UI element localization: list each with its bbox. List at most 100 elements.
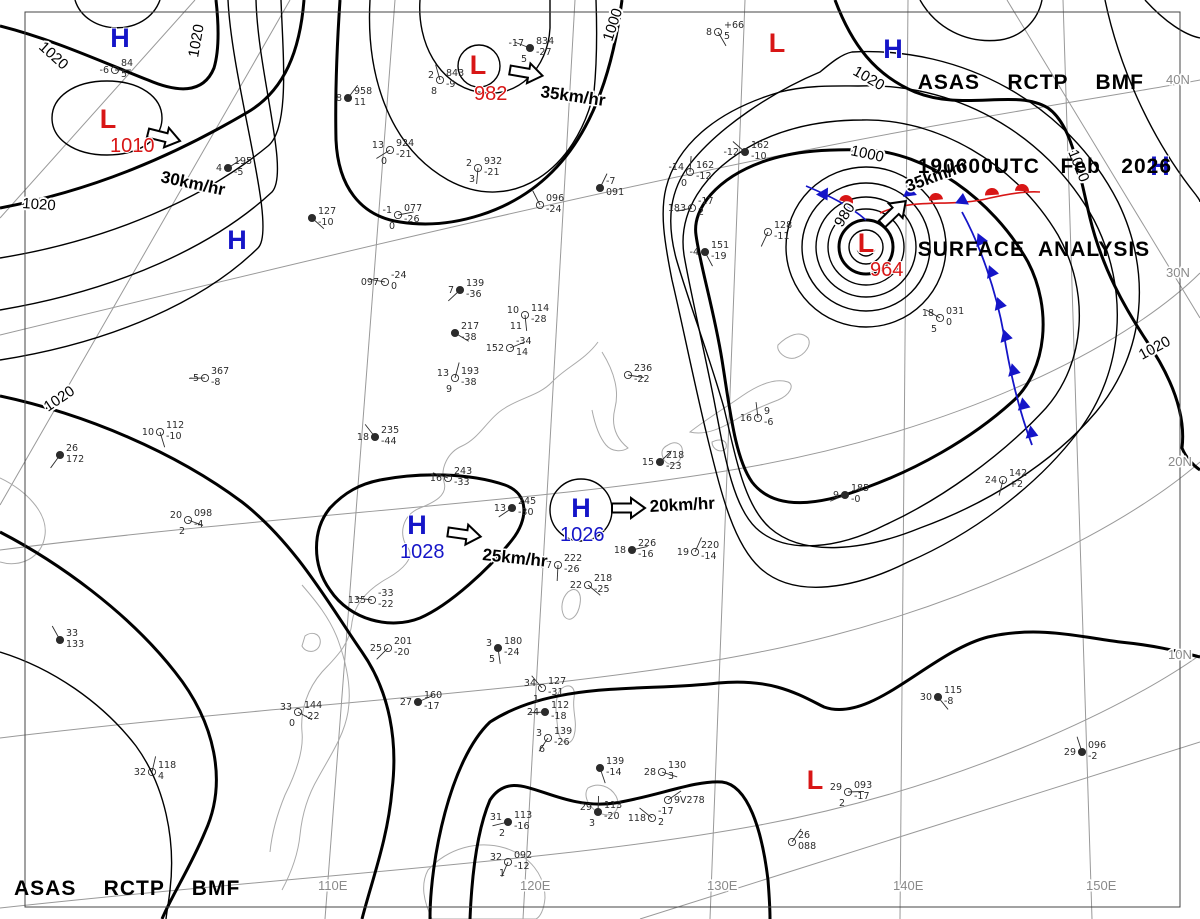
svg-text:-1: -1 [383,205,392,216]
movement-speed-label: 25km/hr [482,545,549,571]
grid-coordinate-label: 140E [893,878,924,893]
svg-text:29: 29 [1064,747,1076,758]
svg-text:096: 096 [546,193,564,204]
station-plot: 15 218-23 [642,450,684,472]
station-plot: 128-11 [760,220,792,247]
svg-text:162: 162 [751,140,769,151]
svg-text:5: 5 [521,54,527,65]
svg-text:-34: -34 [516,336,532,347]
svg-text:088: 088 [798,841,816,852]
svg-text:28: 28 [644,767,656,778]
svg-text:+2: +2 [1009,479,1023,490]
svg-text:127: 127 [318,206,336,217]
svg-text:5: 5 [724,31,730,42]
grid-coordinate-label: 120E [520,878,551,893]
svg-text:2: 2 [698,207,704,218]
svg-text:152: 152 [486,343,504,354]
svg-text:139: 139 [466,278,484,289]
svg-text:924: 924 [396,138,414,149]
svg-text:13: 13 [494,503,506,514]
station-plot: 217-38 [450,321,479,343]
svg-text:-18: -18 [551,711,567,722]
svg-text:201: 201 [394,636,412,647]
station-plot: 29 096-2 [1064,736,1106,762]
svg-text:84: 84 [121,58,133,69]
svg-text:-33: -33 [454,477,470,488]
svg-text:113: 113 [514,810,532,821]
svg-text:9V278: 9V278 [674,795,705,806]
svg-text:-21: -21 [484,167,500,178]
svg-text:-38: -38 [461,332,477,343]
svg-text:-24: -24 [546,204,562,215]
station-plot: -14 162-12 0 [668,156,714,189]
station-plot: 20 098-4 2 [170,508,212,537]
svg-text:133: 133 [66,639,84,650]
svg-text:3: 3 [668,771,674,782]
svg-text:2: 2 [839,798,845,809]
svg-text:226: 226 [638,538,656,549]
svg-text:077: 077 [404,203,422,214]
isobar-value-label: 1000 [849,142,885,166]
svg-text:19: 19 [677,547,689,558]
high-pressure-symbol: H [1150,151,1170,181]
station-plot: 097 -240 [361,270,407,292]
svg-text:-44: -44 [381,436,397,447]
station-plot: 27 160-17 [400,690,442,712]
warm-front-semicircle-icon [929,193,943,201]
station-plot: 13 193-38 9 [437,362,479,395]
svg-text:-12: -12 [514,861,530,872]
station-plot: 30 115-8 [920,685,962,710]
svg-text:-10: -10 [166,431,182,442]
svg-text:3: 3 [469,174,475,185]
svg-text:-17: -17 [658,806,674,817]
svg-text:193: 193 [461,366,479,377]
svg-text:18: 18 [922,308,934,319]
high-pressure-symbol: H [407,510,427,540]
station-plot: 33 144-22 0 [280,700,322,729]
station-plot: -12 162-10 [723,140,769,162]
svg-text:9: 9 [446,384,452,395]
svg-text:180: 180 [504,636,522,647]
cold-front-triangle-icon [1008,363,1021,377]
cold-front-triangle-icon [1025,425,1039,439]
svg-text:-22: -22 [634,374,650,385]
map-frame [24,11,1181,908]
svg-text:25: 25 [370,643,382,654]
svg-text:30: 30 [920,692,932,703]
svg-text:367: 367 [211,366,229,377]
svg-text:112: 112 [551,700,569,711]
svg-text:24: 24 [985,475,997,486]
svg-text:-10: -10 [751,151,767,162]
station-plot: 139-14 [595,756,624,784]
svg-text:236: 236 [634,363,652,374]
high-pressure-symbol: H [227,225,247,255]
svg-text:144: 144 [304,700,322,711]
svg-text:33: 33 [280,702,292,713]
station-plot: 3 139-26 6 [536,726,572,755]
svg-text:-2: -2 [1088,751,1097,762]
svg-text:7: 7 [448,285,454,296]
svg-text:235: 235 [381,425,399,436]
svg-text:958: 958 [354,86,372,97]
movement-arrow-icon [611,496,647,520]
station-plot: 135 -33-22 [348,588,394,610]
svg-text:183: 183 [668,203,686,214]
chart-type-line: SURFACE ANALYSIS [917,237,1151,261]
svg-text:220: 220 [701,540,719,551]
station-plot: 3 180-24 5 [486,636,522,665]
high-pressure-symbol: H [571,493,591,523]
svg-text:-27: -27 [536,47,552,58]
chart-id-line: ASAS RCTP BMF [917,71,1144,95]
cold-front-triangle-icon [994,297,1007,311]
svg-text:-17: -17 [698,196,714,207]
svg-text:-4: -4 [690,247,699,258]
svg-text:32: 32 [134,767,146,778]
movement-arrow-icon [446,522,483,547]
station-plot: 22 218-25 [570,573,612,596]
svg-text:118: 118 [158,760,176,771]
svg-text:-5: -5 [190,373,199,384]
svg-text:6: 6 [539,744,545,755]
svg-text:-30: -30 [518,507,534,518]
